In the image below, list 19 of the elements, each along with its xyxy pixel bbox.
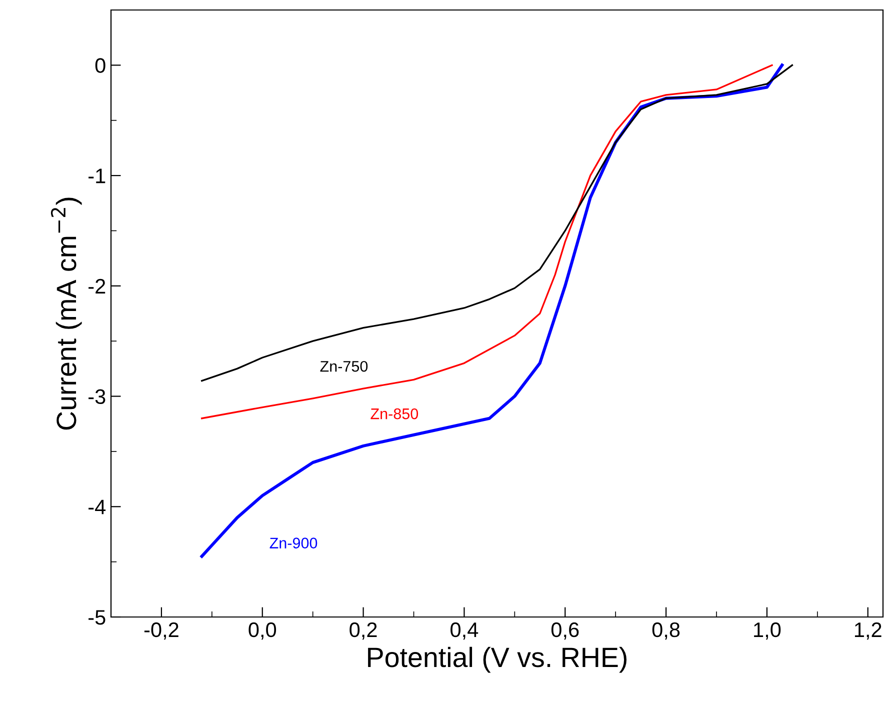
x-tick-label: 1,2 <box>854 622 882 640</box>
y-axis-title: Current (mA cm$^{−2}$) <box>50 198 82 430</box>
x-axis-title: Potential (V vs. RHE) <box>368 646 626 673</box>
y-tick-label: -5 <box>88 610 106 625</box>
y-tick-label: -1 <box>88 168 106 184</box>
y-tick-label: 0 <box>95 58 106 73</box>
series-label: Zn-850 <box>370 408 418 420</box>
series-label: Zn-750 <box>320 360 368 372</box>
x-tick-label: 0,4 <box>450 622 478 640</box>
text: Zn-900 <box>270 538 318 548</box>
x-tick-label: 0,2 <box>350 622 377 640</box>
y-tick-label: -4 <box>88 500 106 514</box>
x-tick-label: 1,0 <box>754 622 781 640</box>
x-tick-label: -0,2 <box>144 622 178 640</box>
x-tick-label: 0,8 <box>652 622 680 640</box>
y-tick-label: -2 <box>88 278 106 294</box>
x-tick-label: 0,0 <box>248 622 276 640</box>
y-tick-label: -3 <box>88 389 106 404</box>
x-tick-label: 0,6 <box>551 622 579 640</box>
